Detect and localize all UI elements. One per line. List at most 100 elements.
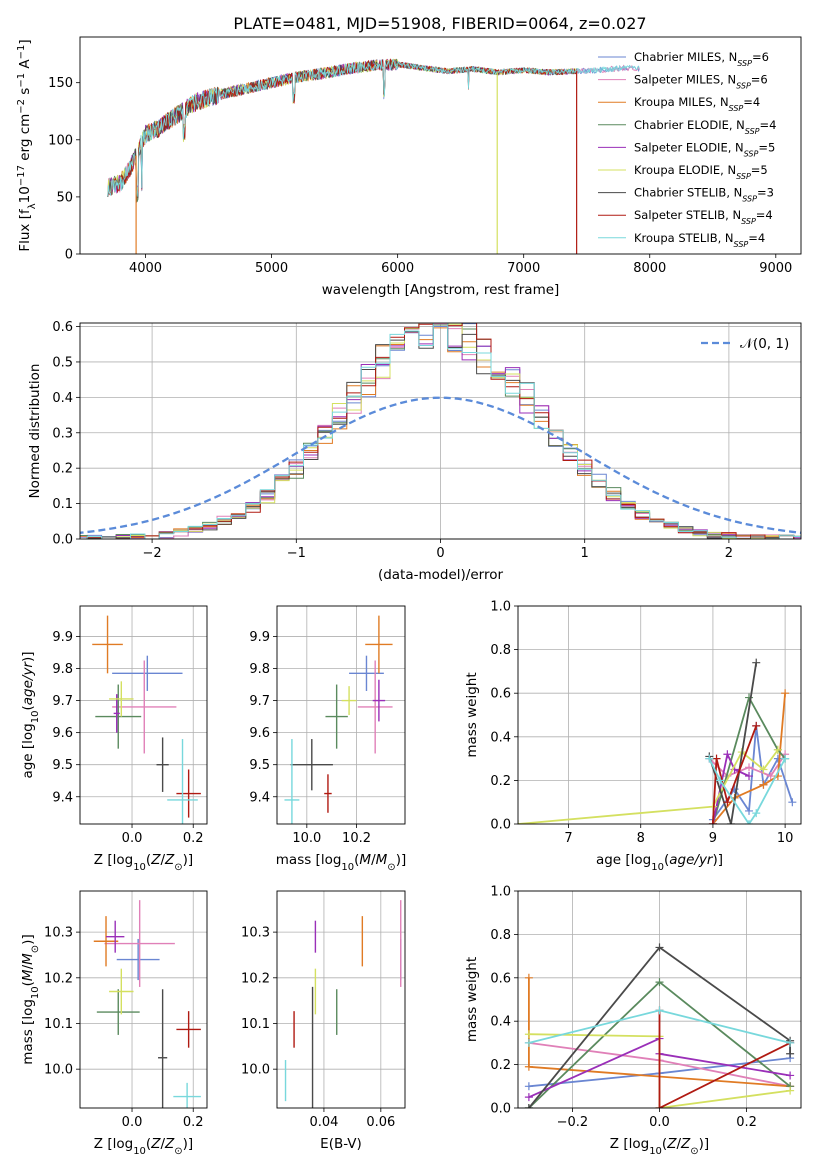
x-tick-label: 7 <box>564 831 572 846</box>
weight-marker <box>745 820 754 824</box>
x-axis-label: Z [log10(Z/Z⊙)] <box>610 1136 709 1157</box>
legend-entry: Salpeter ELODIE, NSSP=5 <box>634 140 775 158</box>
y-tick-label: 9.9 <box>52 630 73 645</box>
weight-marker <box>745 772 754 781</box>
y-tick-label: 150 <box>48 76 73 91</box>
legend-entry: Salpeter MILES, NSSP=6 <box>634 73 768 91</box>
panel-2: 0.0 0.29.49.59.69.79.89.9Z [log10(Z/Z⊙)]a… <box>20 605 208 873</box>
label-part: 10 <box>30 711 41 724</box>
spectrum-line-3 <box>107 58 577 203</box>
label-part: 10 <box>649 1146 662 1157</box>
y-axis-label: Flux [fλ10−17 erg cm−2 s−1 A−1] <box>16 39 38 251</box>
label-part: Z <box>164 852 175 868</box>
y-tick-label: 0.8 <box>490 643 511 658</box>
histogram-8 <box>80 323 801 539</box>
x-tick-label: 0.0 <box>649 1115 670 1130</box>
weight-marker <box>759 780 768 789</box>
label-part: mass [log <box>20 999 36 1065</box>
weight-marker <box>786 1071 795 1080</box>
label-part: / <box>371 852 376 868</box>
weight-marker <box>655 1006 664 1015</box>
weight-marker <box>705 754 714 763</box>
label-part: λ <box>27 203 38 209</box>
legend-sub: SSP <box>742 194 757 203</box>
legend-text: =3 <box>757 186 774 200</box>
y-tick-label: 9.6 <box>249 726 270 741</box>
weight-marker <box>723 750 732 759</box>
axes-frame <box>517 890 802 1109</box>
spectrum-line-6 <box>107 59 577 203</box>
x-tick-label: 0.04 <box>309 1115 338 1130</box>
y-tick-label: 9.7 <box>249 694 270 709</box>
weight-marker <box>781 689 790 698</box>
label-part: M <box>359 852 371 868</box>
x-tick-label: 0.06 <box>366 1115 395 1130</box>
label-part: Z <box>680 1136 691 1152</box>
y-tick-label: 0.2 <box>490 774 511 789</box>
x-tick-label: 0.0 <box>122 831 143 846</box>
label-part: −1 <box>16 73 27 88</box>
weight-marker <box>524 1038 533 1047</box>
y-tick-label: 10.2 <box>44 971 73 986</box>
label-part: −17 <box>16 165 27 186</box>
y-tick-label: 0.4 <box>490 1015 511 1030</box>
panel-1: −2 −1 0 1 2 0.0 0.1 0.2 0.3 0.4 0.5 0.6 (data-model)… <box>27 320 802 583</box>
plot-area <box>518 658 797 824</box>
label-part: )] <box>396 852 407 868</box>
spectrum-line-8 <box>107 59 640 197</box>
label-part: )] <box>713 852 724 868</box>
weight-marker <box>723 798 732 807</box>
label-part: Flux [f <box>17 208 33 252</box>
legend-text: Salpeter MILES, N <box>634 73 736 87</box>
weight-marker <box>781 754 790 763</box>
y-tick-label: 9.5 <box>249 758 270 773</box>
weight-marker <box>786 1049 795 1058</box>
x-axis-label: Z [log10(Z/Z⊙)] <box>94 852 193 873</box>
weight-marker <box>773 754 782 763</box>
weight-marker <box>524 1093 533 1102</box>
legend-text: =4 <box>743 95 760 109</box>
legend-entry: 𝒩(0, 1) <box>740 336 789 352</box>
legend-sub: SSP <box>741 217 756 226</box>
axes-frame <box>276 890 406 1109</box>
x-tick-label: 2 <box>725 546 733 561</box>
panel-0: 4000 5000 6000 7000 8000 9000 0 50 100 150 wavelen… <box>16 36 802 298</box>
plot-area <box>524 943 795 1108</box>
y-tick-label: 0.0 <box>490 1102 511 1117</box>
legend-text: Kroupa MILES, N <box>634 95 729 109</box>
label-part: Z [log <box>94 1136 133 1152</box>
label-part: 10 <box>17 186 33 203</box>
weight-line-6 <box>708 662 758 824</box>
x-tick-label: −1 <box>287 546 306 561</box>
y-tick-label: 10.1 <box>241 1017 270 1032</box>
label-part: 10 <box>341 862 354 873</box>
label-part: Z [log <box>610 1136 649 1152</box>
y-tick-label: 9.6 <box>52 726 73 741</box>
x-tick-label: 1 <box>581 546 589 561</box>
weight-marker <box>716 776 725 785</box>
label-part: ( <box>146 1136 151 1152</box>
y-tick-label: 0.0 <box>52 533 73 548</box>
label-part: −2 <box>16 99 27 114</box>
spectrum-title: PLATE=0481, MJD=51908, FIBERID=0064, z=0… <box>233 14 646 33</box>
label-part: / <box>160 1136 165 1152</box>
y-axis-label: mass weight <box>464 957 480 1042</box>
weight-line-6 <box>528 946 791 1108</box>
weight-marker <box>708 820 717 824</box>
y-tick-label: 0.6 <box>490 971 511 986</box>
x-axis-label: (data-model)/error <box>378 567 504 583</box>
legend-entry: Kroupa MILES, NSSP=4 <box>634 95 760 113</box>
spectrum-line-1 <box>107 59 640 197</box>
legend-sub: SSP <box>734 239 749 248</box>
x-tick-label: 9 <box>709 831 717 846</box>
label-part: / <box>20 964 36 969</box>
label-part: 10 <box>133 862 146 873</box>
spectrum-line-0 <box>107 59 640 202</box>
label-part: 10 <box>651 862 664 873</box>
legend-text: Salpeter STELIB, N <box>634 208 741 222</box>
histogram-6 <box>80 323 801 539</box>
label-part: −1 <box>16 45 27 60</box>
weight-marker <box>752 721 761 730</box>
spectrum-line-4 <box>107 58 577 197</box>
